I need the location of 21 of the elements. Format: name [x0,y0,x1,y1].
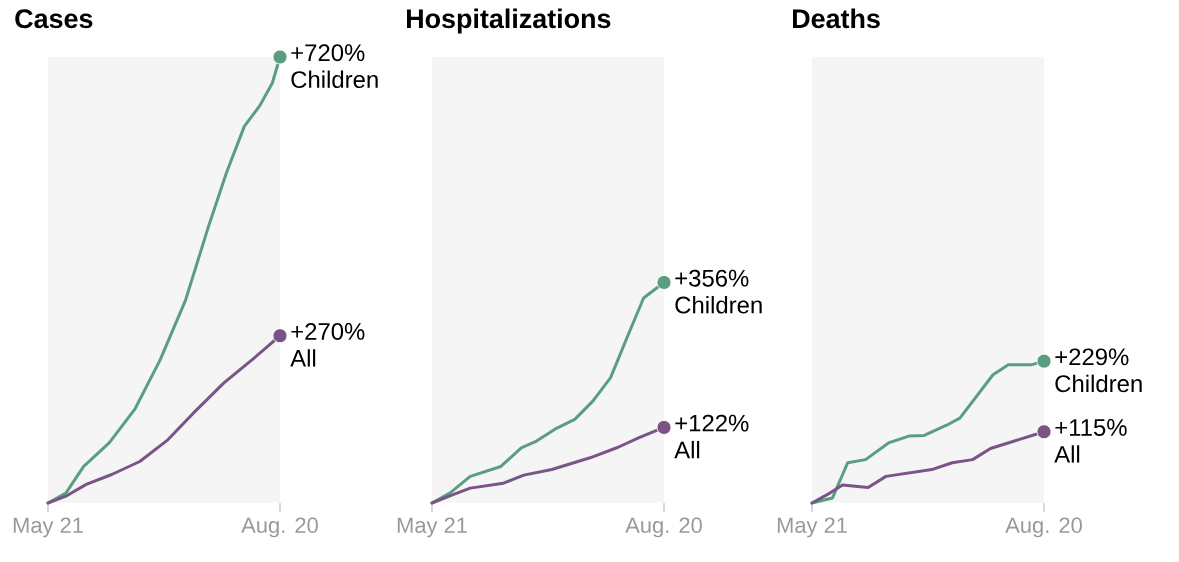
x-tick-label: Aug. 20 [1005,517,1082,538]
series-label: Children [291,70,378,89]
series-label: All [1054,445,1080,463]
chart-title: Deaths [793,8,880,29]
x-tick-label: May 21 [13,517,83,538]
x-tick-label: Aug. 20 [241,517,318,538]
x-tick-label: May 21 [397,517,467,538]
series-label: Children [1055,374,1142,393]
data-label: +122% [675,414,749,432]
data-label: +270% [291,322,365,340]
series-label: All [674,440,700,459]
x-tick-label: Aug. 20 [625,517,702,538]
data-label: +115% [1055,419,1127,436]
chart-title: Cases [15,9,93,29]
series-label: All [290,349,316,367]
data-label: +720% [291,44,365,62]
series-label: Children [675,295,762,314]
data-label: +229% [1055,348,1129,366]
chart-title: Hospitalizations [407,8,611,34]
data-label: +356% [675,269,749,287]
x-tick-label: May 21 [777,517,847,538]
